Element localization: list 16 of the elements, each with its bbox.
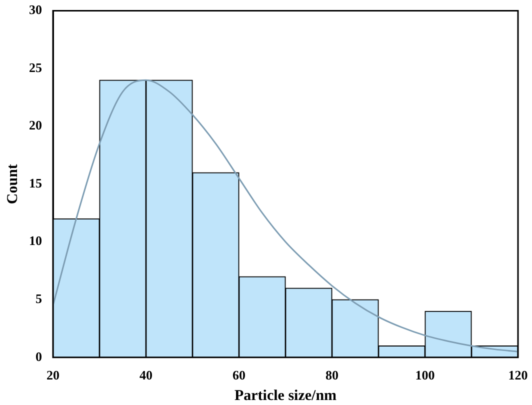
x-tick-label: 40 [140, 368, 152, 383]
y-tick-label: 5 [36, 290, 42, 306]
y-axis-title: Count [4, 164, 21, 204]
y-tick-label: 25 [29, 60, 42, 75]
x-tick-label: 100 [415, 368, 435, 383]
x-tick-label: 120 [508, 368, 528, 383]
y-tick-label: 10 [29, 233, 42, 248]
y-tick-label: 0 [36, 348, 42, 364]
x-tick-label: 20 [46, 368, 60, 383]
y-tick-label: 15 [29, 175, 42, 190]
line-series [53, 79, 518, 352]
y-tick-label: 20 [29, 118, 42, 133]
x-axis-title: Particle size/nm [234, 388, 338, 404]
x-tick-label: 60 [232, 368, 246, 383]
y-tick-label: 30 [29, 2, 42, 18]
x-tick-label: 80 [326, 368, 338, 383]
